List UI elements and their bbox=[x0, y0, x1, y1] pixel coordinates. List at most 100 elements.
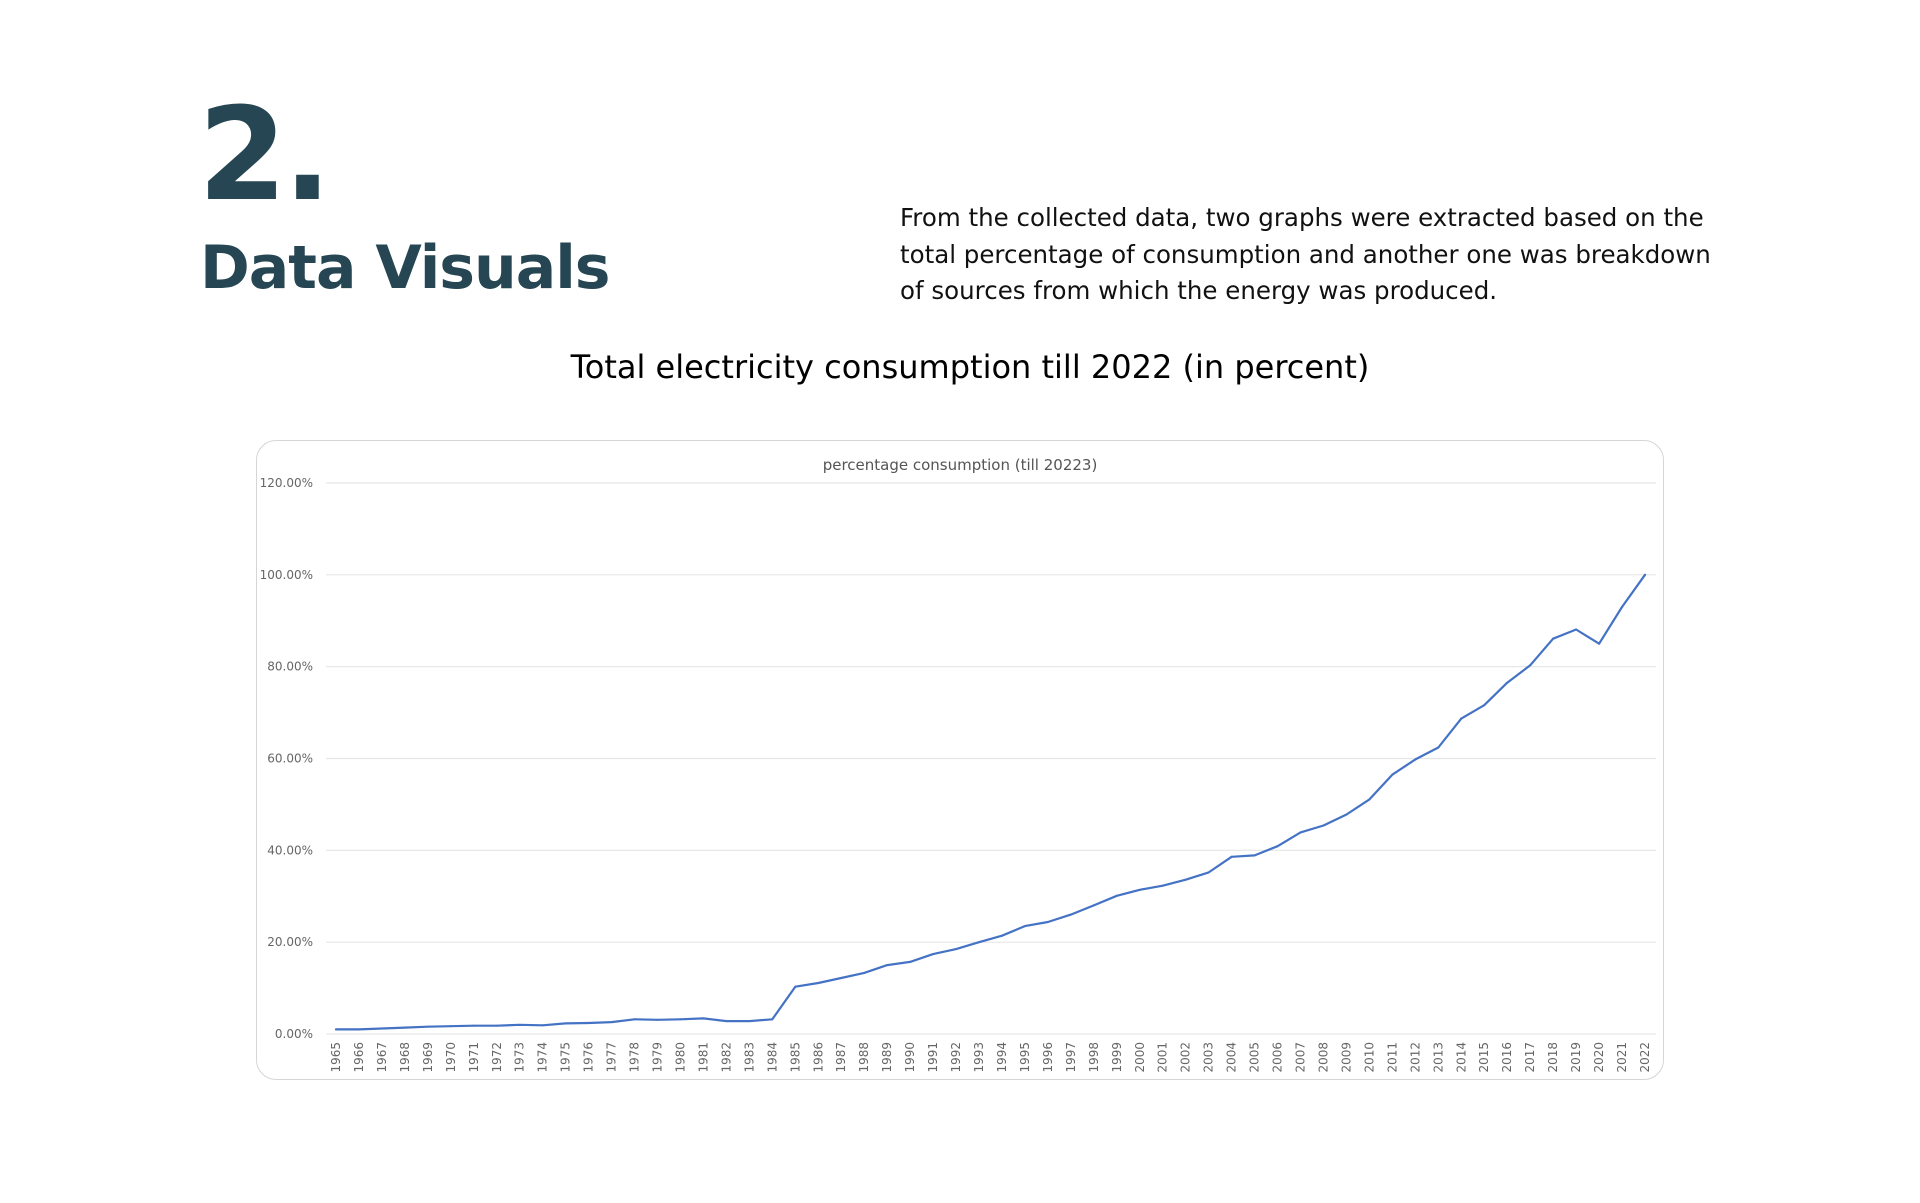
x-tick-label: 1981 bbox=[696, 1042, 710, 1073]
y-tick-label: 120.00% bbox=[260, 476, 313, 490]
x-tick-label: 1968 bbox=[398, 1042, 412, 1073]
data-point bbox=[1345, 813, 1348, 816]
chart-heading: Total electricity consumption till 2022 … bbox=[570, 348, 1370, 386]
x-tick-label: 2015 bbox=[1477, 1042, 1491, 1073]
data-point bbox=[1138, 888, 1141, 891]
data-point bbox=[656, 1018, 659, 1021]
x-tick-label: 1986 bbox=[811, 1042, 825, 1073]
x-tick-label: 2012 bbox=[1408, 1042, 1422, 1073]
x-tick-label: 2008 bbox=[1316, 1042, 1330, 1073]
data-point bbox=[1414, 758, 1417, 761]
x-tick-label: 1993 bbox=[972, 1042, 986, 1073]
x-tick-label: 2017 bbox=[1523, 1042, 1537, 1073]
y-tick-label: 0.00% bbox=[275, 1027, 313, 1041]
x-tick-label: 1975 bbox=[559, 1042, 573, 1073]
data-point bbox=[909, 960, 912, 963]
data-point bbox=[610, 1021, 613, 1024]
series-layer bbox=[334, 573, 1647, 1031]
x-tick-label: 2019 bbox=[1569, 1042, 1583, 1073]
data-point bbox=[1000, 934, 1003, 937]
y-tick-label: 100.00% bbox=[260, 568, 313, 582]
y-axis: 0.00% 20.00% 40.00% 60.00% 80.00% 100.00% 120.… bbox=[260, 476, 313, 1041]
section-title: Data Visuals bbox=[200, 233, 610, 303]
series-line bbox=[334, 573, 1647, 1031]
data-point bbox=[1207, 871, 1210, 874]
data-point bbox=[357, 1028, 360, 1031]
x-tick-label: 1972 bbox=[490, 1042, 504, 1073]
x-tick-label: 2001 bbox=[1156, 1042, 1170, 1073]
data-point bbox=[1276, 845, 1279, 848]
y-tick-label: 80.00% bbox=[267, 660, 313, 674]
x-tick-label: 1973 bbox=[513, 1042, 527, 1073]
x-tick-label: 1967 bbox=[375, 1042, 389, 1073]
x-tick-label: 2006 bbox=[1271, 1042, 1285, 1073]
data-point bbox=[978, 941, 981, 944]
x-tick-label: 1995 bbox=[1018, 1042, 1032, 1073]
data-point bbox=[518, 1023, 521, 1026]
data-point bbox=[1069, 913, 1072, 916]
x-tick-label: 1992 bbox=[949, 1042, 963, 1073]
data-point bbox=[932, 953, 935, 956]
data-point bbox=[1460, 717, 1463, 720]
data-point bbox=[1230, 855, 1233, 858]
x-tick-label: 1977 bbox=[605, 1042, 619, 1073]
x-tick-label: 1979 bbox=[651, 1042, 665, 1073]
data-point bbox=[1552, 637, 1555, 640]
intro-paragraph: From the collected data, two graphs were… bbox=[900, 203, 1711, 305]
data-point bbox=[748, 1020, 751, 1023]
data-point bbox=[817, 982, 820, 985]
chart-container bbox=[256, 440, 1664, 1080]
data-point bbox=[633, 1018, 636, 1021]
x-tick-label: 1984 bbox=[765, 1042, 779, 1073]
data-point bbox=[426, 1025, 429, 1028]
x-tick-label: 1971 bbox=[467, 1042, 481, 1073]
data-point bbox=[725, 1020, 728, 1023]
data-point bbox=[1322, 824, 1325, 827]
x-tick-label: 2002 bbox=[1179, 1042, 1193, 1073]
data-point bbox=[1299, 831, 1302, 834]
x-tick-label: 1999 bbox=[1110, 1042, 1124, 1073]
x-tick-label: 1974 bbox=[536, 1042, 550, 1073]
data-point bbox=[1575, 628, 1578, 631]
x-tick-label: 2004 bbox=[1225, 1042, 1239, 1073]
x-tick-label: 2020 bbox=[1592, 1042, 1606, 1073]
x-tick-label: 1991 bbox=[926, 1042, 940, 1073]
x-tick-label: 1983 bbox=[742, 1042, 756, 1073]
x-tick-label: 1982 bbox=[719, 1042, 733, 1073]
data-point bbox=[1184, 878, 1187, 881]
data-point bbox=[1437, 746, 1440, 749]
data-point bbox=[1161, 884, 1164, 887]
x-tick-label: 2005 bbox=[1248, 1042, 1262, 1073]
section-number: 2. bbox=[198, 81, 332, 230]
data-point bbox=[1483, 704, 1486, 707]
x-tick-label: 2007 bbox=[1294, 1042, 1308, 1073]
x-tick-label: 1970 bbox=[444, 1042, 458, 1073]
data-point bbox=[863, 971, 866, 974]
data-point bbox=[771, 1018, 774, 1021]
data-point bbox=[886, 964, 889, 967]
data-point bbox=[955, 948, 958, 951]
data-point bbox=[472, 1024, 475, 1027]
data-point bbox=[335, 1028, 337, 1031]
data-point bbox=[1529, 664, 1532, 667]
x-tick-label: 1965 bbox=[329, 1042, 343, 1073]
data-point bbox=[1621, 605, 1624, 608]
data-point bbox=[495, 1024, 498, 1027]
x-tick-label: 2010 bbox=[1362, 1042, 1376, 1073]
x-tick-label: 2009 bbox=[1339, 1042, 1353, 1073]
data-point bbox=[587, 1021, 590, 1024]
data-point bbox=[840, 976, 843, 979]
x-tick-label: 2011 bbox=[1385, 1042, 1399, 1073]
x-tick-label: 1987 bbox=[834, 1042, 848, 1073]
x-tick-label: 2022 bbox=[1638, 1042, 1652, 1073]
y-tick-label: 20.00% bbox=[267, 935, 313, 949]
x-tick-label: 2021 bbox=[1615, 1042, 1629, 1073]
x-axis: 1965 1966 1967 1968 1969 1970 1971 1972 1973 1974… bbox=[329, 1042, 1652, 1073]
data-point bbox=[1092, 904, 1095, 907]
data-point bbox=[541, 1024, 544, 1027]
chart-title: percentage consumption (till 20223) bbox=[823, 456, 1098, 474]
x-tick-label: 1980 bbox=[673, 1042, 687, 1073]
data-point bbox=[1023, 925, 1026, 928]
grid-layer bbox=[326, 482, 1656, 1035]
